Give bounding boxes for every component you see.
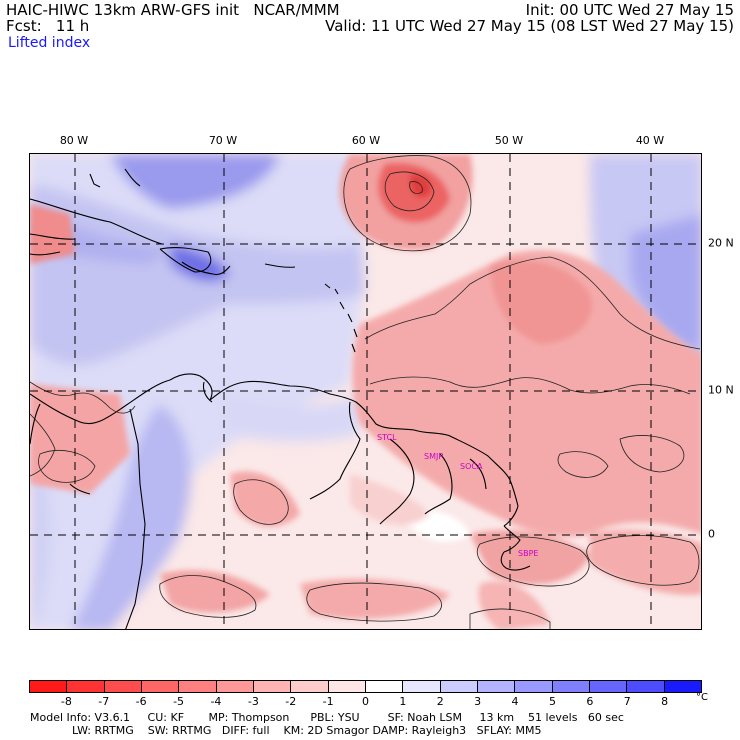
colorbar-tick-label: -1 [322,695,334,708]
header-init-time: Init: 00 UTC Wed 27 May 15 [525,1,734,19]
unstable-region-red [30,154,701,629]
lon-label-50w: 50 W [494,134,524,147]
colorbar-tick-label: 1 [399,695,407,708]
colorbar-tick-label: -5 [173,695,185,708]
colorbar-tick-label: -6 [135,695,147,708]
colorbar-swatch [103,681,141,692]
colorbar-tick-label: 8 [661,695,669,708]
lat-label-0: 0 [708,527,715,541]
coastlines [30,168,531,629]
colorbar-swatch [514,681,552,692]
colorbar-swatch [364,681,403,692]
colorbar-tick-label: -8 [60,695,72,708]
map-canvas: STCL SMJP SOCA SBPE [30,154,701,629]
colorbar-tick-label: 4 [511,695,519,708]
lon-label-40w: 40 W [635,134,665,147]
colorbar-tick-label: 3 [474,695,482,708]
colorbar-swatch [66,681,104,692]
colorbar-swatch [476,681,515,692]
colorbar-tick-label: 6 [586,695,594,708]
colorbar-tick-label: 7 [623,695,631,708]
header-forecast-hour: Fcst: 11 h [6,17,90,35]
field-name: Lifted index [8,35,91,51]
colorbar-swatch [178,681,216,692]
colorbar-swatch [663,681,701,692]
colorbar [29,680,702,693]
lat-label-10n: 10 N [708,383,734,397]
colorbar-tick-label: -4 [210,695,222,708]
station-label: SMJP [424,452,443,461]
colorbar-swatch [626,681,664,692]
header-valid-time: Valid: 11 UTC Wed 27 May 15 (08 LST Wed … [325,17,734,35]
colorbar-swatch [327,681,365,692]
header-title: HAIC-HIWC 13km ARW-GFS init NCAR/MMM [6,1,340,19]
colorbar-swatch [215,681,253,692]
colorbar-swatch [290,681,328,692]
model-info-line2: LW: RRTMG SW: RRTMG DIFF: full KM: 2D Sm… [30,724,542,737]
colorbar-swatch [439,681,477,692]
colorbar-tick-label: 5 [548,695,556,708]
colorbar-swatch [551,681,589,692]
colorbar-swatch [30,681,67,692]
colorbar-tick-label: -2 [285,695,297,708]
station-label: SOCA [460,462,483,471]
lat-lon-gridlines [30,154,701,629]
station-label: SBPE [518,549,538,558]
colorbar-tick-label: 2 [436,695,444,708]
colorbar-swatch [252,681,291,692]
colorbar-swatch [140,681,179,692]
lon-label-60w: 60 W [351,134,381,147]
lon-label-80w: 80 W [59,134,89,147]
lon-label-70w: 70 W [208,134,238,147]
model-info-line1: Model Info: V3.6.1 CU: KF MP: Thompson P… [30,711,624,724]
station-label: STCL [377,433,397,442]
colorbar-swatch [588,681,627,692]
colorbar-unit: °C [696,692,708,703]
colorbar-tick-label: -7 [98,695,110,708]
station-labels: STCL SMJP SOCA SBPE [377,433,538,558]
lifted-index-map[interactable]: STCL SMJP SOCA SBPE [29,153,702,630]
contours [30,155,701,629]
lat-label-20n: 20 N [708,236,734,250]
colorbar-swatch [402,681,440,692]
colorbar-tick-label: -3 [247,695,259,708]
colorbar-tick-label: 0 [362,695,369,708]
